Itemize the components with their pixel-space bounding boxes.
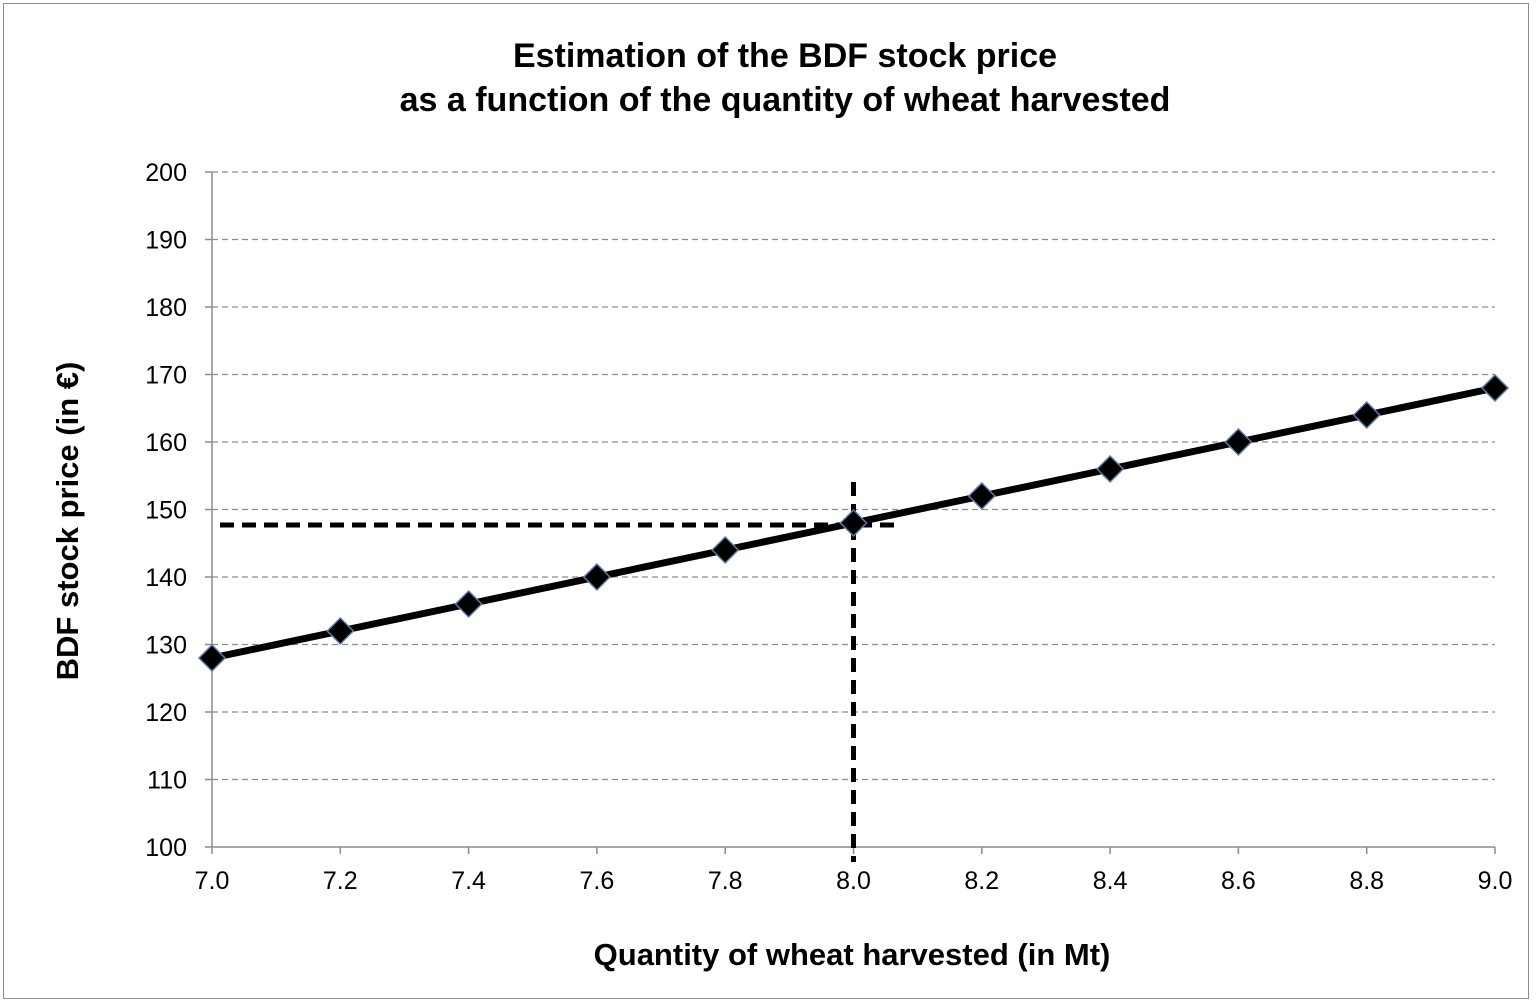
x-tick-label: 7.4 — [451, 867, 486, 895]
x-tick-label: 8.4 — [1093, 867, 1128, 895]
reference-lines — [220, 482, 895, 862]
x-tick-label: 8.0 — [836, 867, 871, 895]
y-tick-label: 150 — [145, 497, 187, 525]
data-point-marker — [1224, 427, 1253, 457]
data-point-marker — [1480, 373, 1510, 403]
x-tick-labels: 7.0 7.2 7.4 7.6 7.8 8.0 8.2 8.4 8.6 8.8 9.0 — [195, 867, 1513, 895]
x-tick-label: 8.8 — [1349, 867, 1384, 895]
y-tick-label: 190 — [145, 227, 187, 255]
y-tick-label: 140 — [145, 564, 187, 592]
y-tick-label: 160 — [145, 429, 187, 457]
y-tick-label: 170 — [145, 362, 187, 390]
y-tick-label: 100 — [145, 834, 187, 862]
y-tick-label: 130 — [145, 632, 187, 660]
x-tick-label: 8.2 — [964, 867, 999, 895]
x-tick-label: 8.6 — [1221, 867, 1256, 895]
x-tick-label: 9.0 — [1478, 867, 1513, 895]
data-point-marker — [711, 535, 740, 565]
y-tick-label: 200 — [145, 159, 187, 187]
data-point-marker — [1352, 400, 1381, 430]
x-tick-label: 7.0 — [195, 867, 230, 895]
x-tick-label: 7.2 — [323, 867, 358, 895]
data-point-marker — [197, 643, 227, 673]
x-axis-title: Quantity of wheat harvested (in Mt) — [594, 937, 1111, 972]
data-point-marker — [839, 508, 868, 538]
data-point-marker — [967, 481, 996, 511]
y-tick-label: 110 — [147, 767, 187, 795]
x-tick-label: 7.8 — [708, 867, 743, 895]
y-tick-label: 180 — [145, 294, 187, 322]
data-point-marker — [326, 616, 355, 646]
data-point-marker — [454, 589, 483, 619]
chart-frame — [3, 3, 1529, 999]
y-axis-title: BDF stock price (in €) — [50, 362, 85, 681]
data-point-marker — [1096, 454, 1125, 484]
chart-title-line-2: as a function of the quantity of wheat h… — [400, 81, 1171, 119]
y-tick-label: 120 — [145, 699, 187, 727]
data-point-marker — [582, 562, 611, 592]
chart-title-line-1: Estimation of the BDF stock price — [513, 37, 1057, 75]
y-tick-labels: 100 110 120 130 140 150 160 170 180 190 200 — [145, 159, 187, 862]
x-tick-label: 7.6 — [580, 867, 615, 895]
series — [197, 373, 1510, 673]
